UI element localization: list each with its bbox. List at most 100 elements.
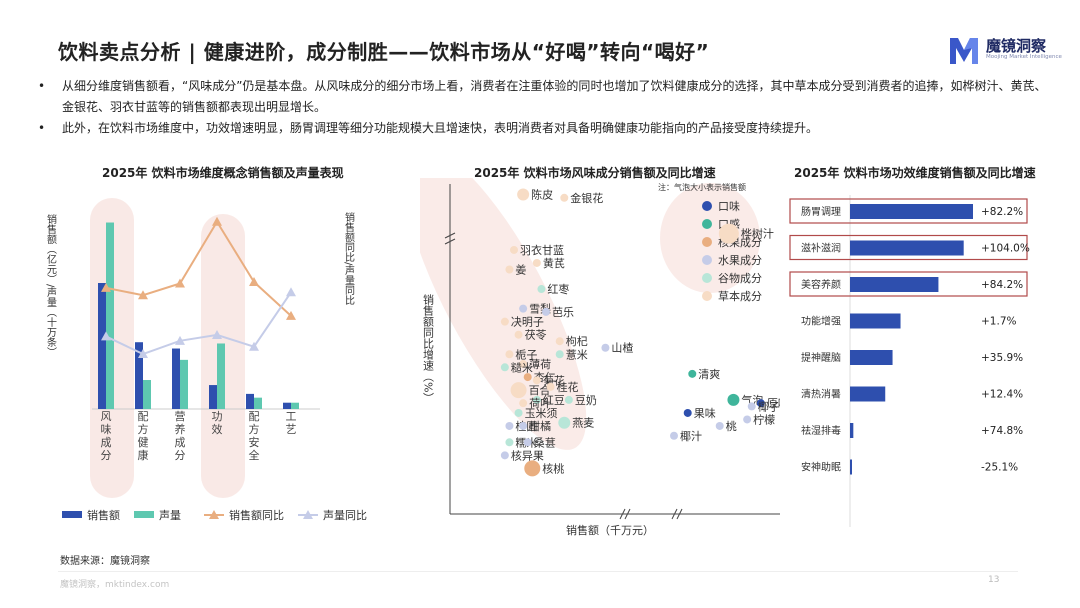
- legend-label: 水果成分: [718, 254, 762, 267]
- bubble-point: [537, 285, 546, 294]
- line-marker: [138, 349, 148, 359]
- bubble-label: 燕麦: [572, 417, 594, 430]
- bubble-label: 桦树汁: [741, 227, 774, 241]
- growth-label: +82.2%: [981, 206, 1023, 218]
- legend-marker: [303, 510, 313, 519]
- legend-dot: [702, 201, 712, 211]
- bubble-point: [560, 193, 569, 202]
- page-number: 13: [988, 575, 1000, 585]
- bubble-point: [505, 421, 514, 430]
- line-marker: [101, 282, 111, 292]
- bar-volume: [143, 380, 151, 409]
- x-axis-label: 销售额（千万元）: [566, 523, 654, 537]
- bubble-point: [519, 399, 528, 408]
- chart-note: 注：气泡大小表示销售额: [658, 182, 746, 192]
- axis-break: [444, 232, 456, 239]
- legend-label: 销售额同比: [229, 508, 284, 522]
- legend-label: 谷物成分: [718, 271, 762, 285]
- bubble-label: 桂花: [557, 380, 579, 394]
- bubble-label: 栀子: [515, 347, 537, 361]
- legend-swatch: [62, 511, 82, 518]
- line-marker: [286, 310, 296, 320]
- efficacy-hbar-chart: 肠胃调理 +82.2% 滋补滋润 +104.0% 美容养颜 +84.2% 功能增强 +1.7%…: [789, 195, 1030, 527]
- bubble-label: 玉米须: [525, 407, 558, 420]
- growth-label: +12.4%: [981, 389, 1023, 401]
- bubble-point: [500, 317, 509, 326]
- bar-sales: [209, 385, 217, 409]
- line-marker: [175, 278, 185, 288]
- category-label: 滋补滋润: [801, 242, 841, 255]
- bubble-label: 柠檬: [753, 412, 775, 426]
- legend-label: 草本成分: [718, 289, 762, 303]
- bubble-label: 豆奶: [575, 393, 597, 407]
- bubble-point: [546, 382, 555, 391]
- bubble-point: [519, 421, 528, 430]
- legend-dot: [702, 255, 712, 265]
- bubble-point: [524, 460, 541, 477]
- bar-volume: [180, 359, 188, 409]
- bubble-label: 果味: [694, 407, 716, 420]
- bubble-label: 姜: [515, 263, 526, 277]
- bubble-label: 红枣: [547, 283, 569, 296]
- line-marker: [249, 341, 259, 351]
- bullet-dot: •: [38, 79, 46, 93]
- highlight-frame: [789, 271, 1028, 297]
- bubble-label: 枸杞: [566, 334, 588, 348]
- chart1-title: 2025年 饮料市场维度概念销售额及声量表现: [102, 166, 344, 180]
- efficacy-bar: [850, 240, 964, 256]
- legend-label: 口味: [718, 200, 740, 213]
- legend-swatch: [134, 511, 154, 518]
- bubble-point: [601, 343, 610, 352]
- legend-marker: [209, 510, 219, 519]
- bullet-text: 此外，在饮料市场维度中，功效增速明显，肠胃调理等细分功能规模大且增速快，表明消费…: [62, 121, 819, 135]
- legend-dot: [702, 219, 712, 229]
- bubble-point: [505, 350, 514, 359]
- bubble-label: 糙米: [511, 360, 533, 374]
- bubble-point: [743, 415, 752, 424]
- bubble-point: [505, 265, 514, 274]
- chart3-title: 2025年 饮料市场功效维度销售额及同比增速: [794, 166, 1036, 180]
- bar-sales: [135, 342, 143, 409]
- axis-break: [624, 508, 631, 520]
- brand-logo: 魔镜洞察 Moojing Market Intelligence: [946, 32, 1066, 68]
- category-label: 提神醒脑: [801, 351, 841, 364]
- bubble-point: [500, 451, 509, 460]
- bubble-point: [555, 350, 564, 359]
- bubble-label: 清爽: [698, 368, 720, 381]
- category-label: 功能增强: [801, 315, 841, 328]
- growth-label: +84.2%: [981, 279, 1023, 291]
- y-axis-label: 销售额同比增速（%）: [422, 293, 435, 404]
- summary-bullets: • 从细分维度销售额看，“风味成分”仍是基本盘。从风味成分的细分市场上看，消费者在…: [38, 76, 1048, 139]
- axis-break: [676, 508, 683, 520]
- line-marker: [138, 290, 148, 300]
- efficacy-bar: [850, 423, 854, 438]
- flavor-bubble-chart: 销售额（千万元）销售额同比增速（%）注：气泡大小表示销售额口味口感核果成分水果成…: [420, 178, 780, 537]
- logo-m-icon: [950, 38, 978, 64]
- growth-label: +74.8%: [981, 425, 1023, 437]
- legend-dot: [702, 237, 712, 247]
- bubble-point: [514, 330, 523, 339]
- footer-divider: [58, 571, 1018, 572]
- efficacy-bar: [850, 459, 852, 475]
- bubble-label: 核异果: [511, 448, 544, 462]
- bubble-point: [564, 395, 573, 404]
- bubble-point: [510, 245, 518, 254]
- x-tick-label: 功效: [212, 410, 223, 436]
- bubble-point: [514, 408, 523, 417]
- line-marker: [101, 331, 111, 341]
- line-volume-yoy: [105, 291, 292, 356]
- bullet-text: 从细分维度销售额看，“风味成分”仍是基本盘。从风味成分的细分市场上看，消费者在注…: [62, 79, 1047, 114]
- bubble-label: 羽衣甘蓝: [520, 243, 564, 257]
- bar-sales: [283, 402, 291, 409]
- x-tick-label: 工艺: [286, 410, 297, 436]
- bubble-point: [718, 223, 739, 244]
- bubble-label: 椰子: [758, 399, 780, 413]
- bubble-point: [747, 402, 756, 411]
- axis-break: [671, 508, 678, 520]
- category-label: 清热消暑: [801, 388, 841, 401]
- footer-text: 魔镜洞察，mktindex.com: [60, 580, 170, 590]
- highlight-frame: [789, 234, 1028, 261]
- bubble-label: 百合: [529, 383, 551, 397]
- category-label: 肠胃调理: [801, 206, 841, 218]
